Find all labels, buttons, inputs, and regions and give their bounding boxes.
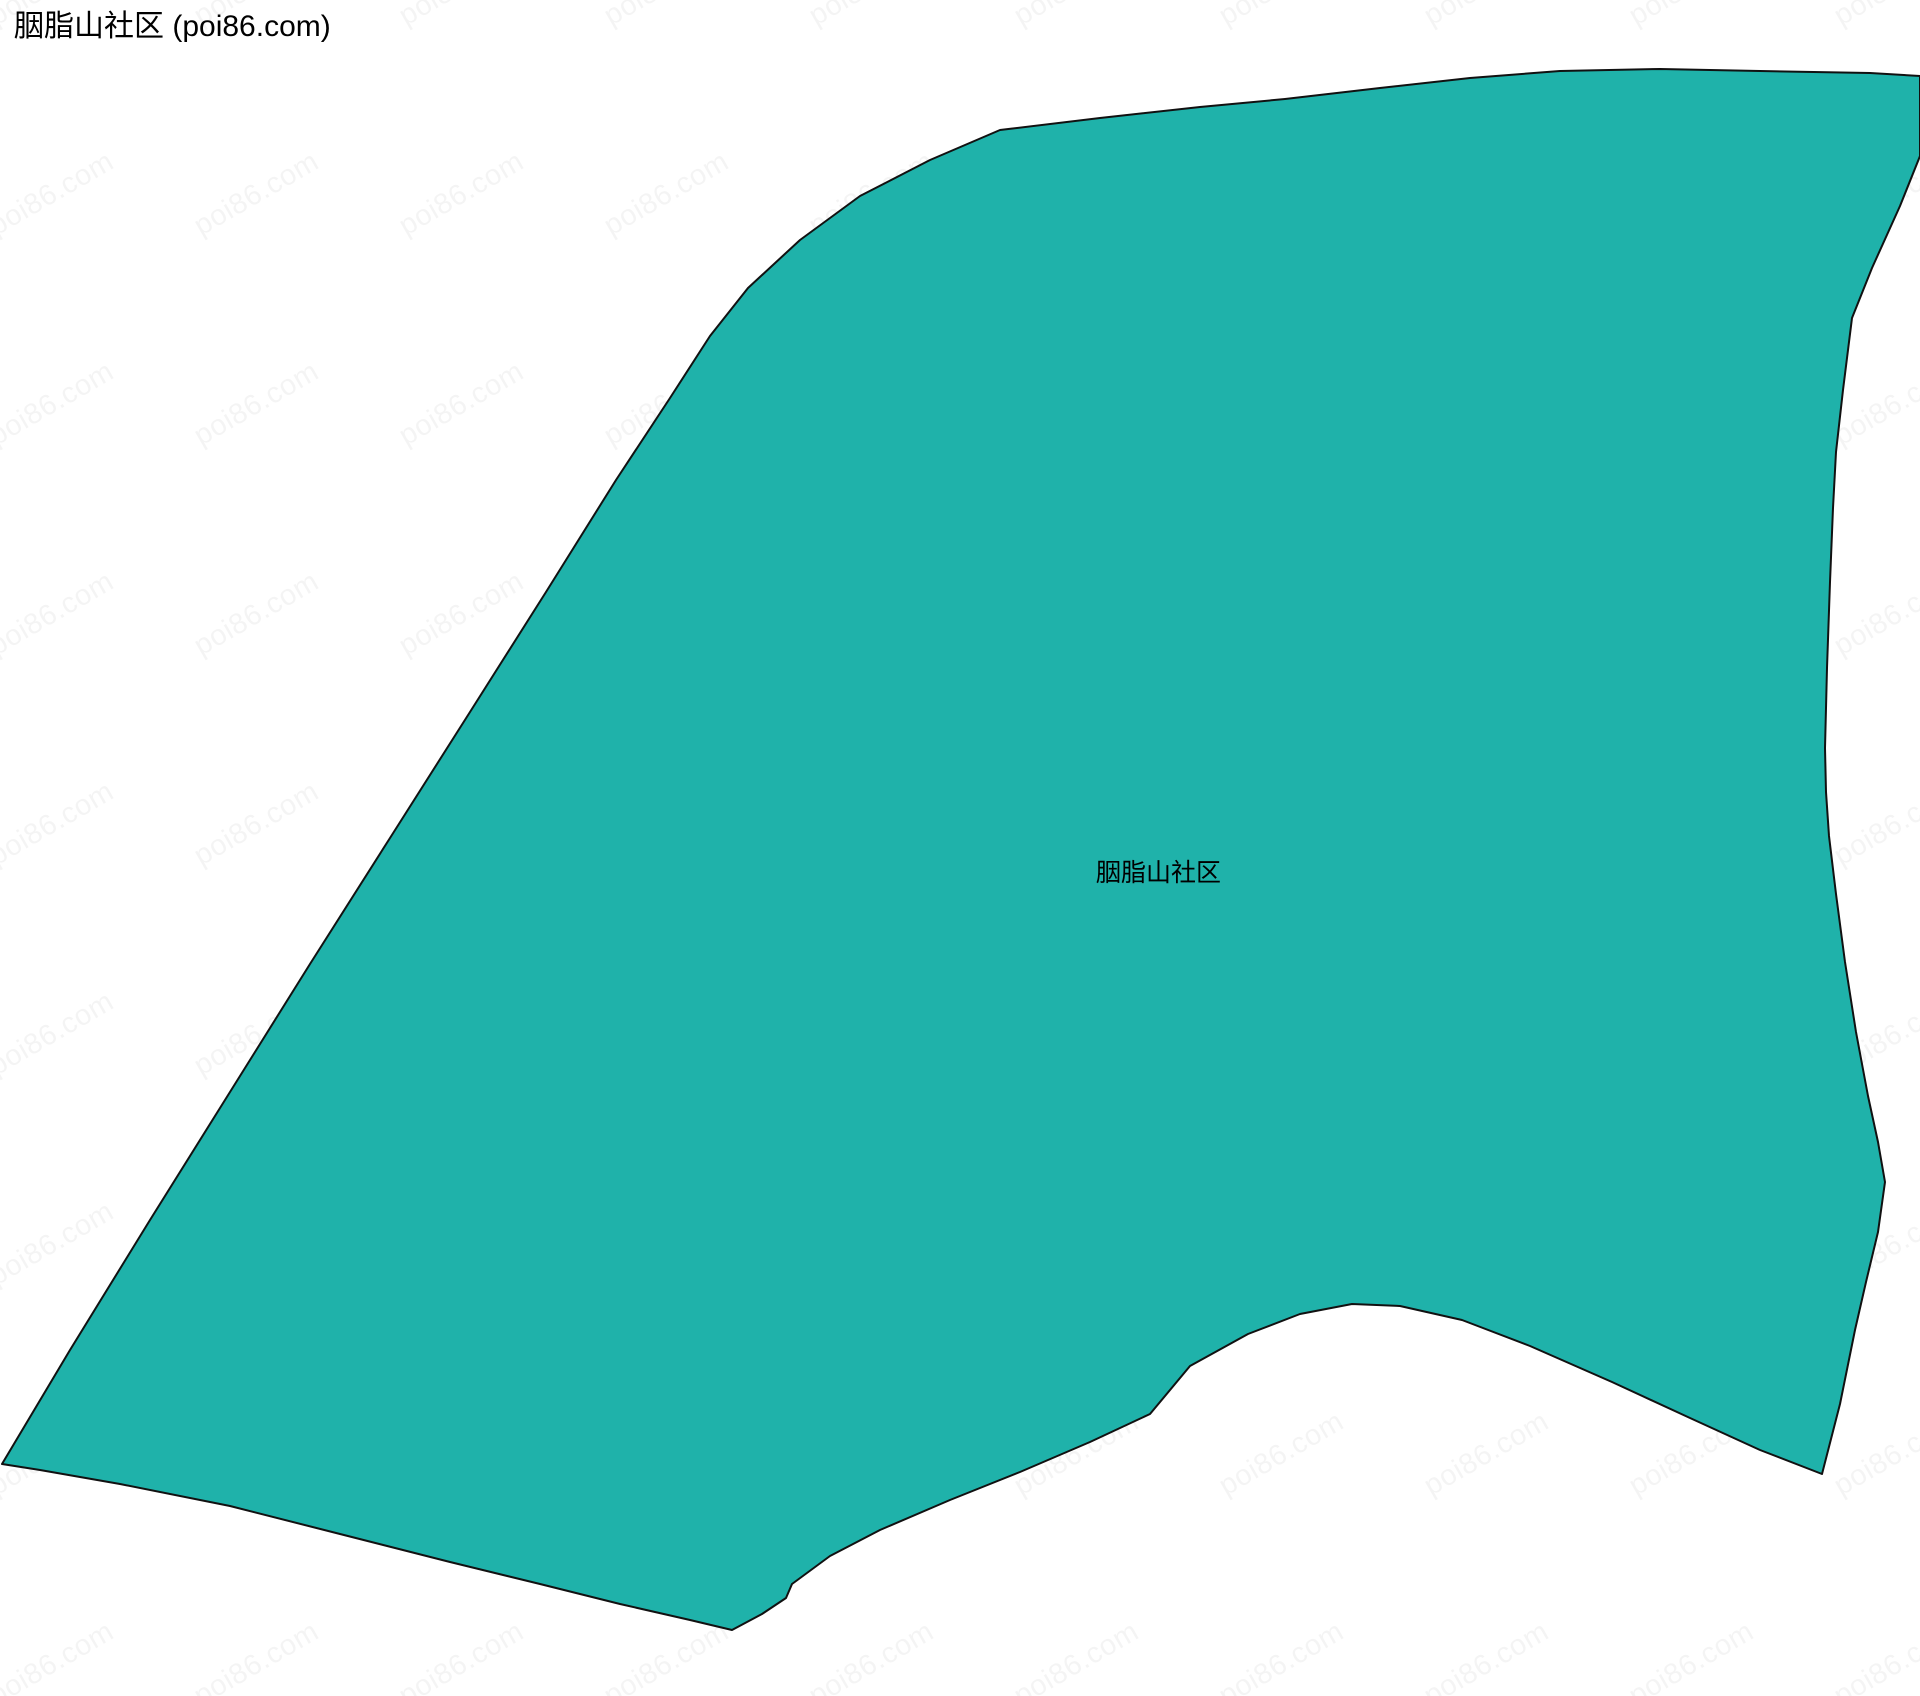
- region-polygon[interactable]: [1, 68, 1920, 1631]
- page-title: 胭脂山社区 (poi86.com): [14, 10, 331, 43]
- region-label: 胭脂山社区: [1096, 859, 1222, 887]
